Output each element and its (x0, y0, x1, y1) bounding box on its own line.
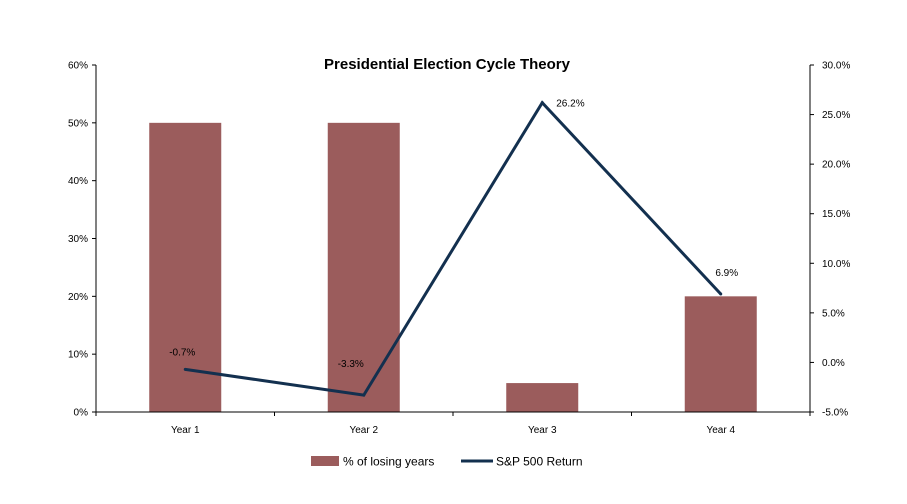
left-tick-label: 60% (68, 61, 88, 72)
data-labels-layer: -0.7% -3.3% 26.2% 6.9% (169, 99, 738, 370)
right-tick-label: 20.0% (822, 160, 850, 171)
line-layer (183, 100, 723, 397)
sp500-data-label: -3.3% (338, 359, 364, 370)
x-tick-label: Year 4 (706, 425, 735, 436)
sp500-data-label: 26.2% (556, 99, 584, 110)
bar-4 (684, 296, 757, 412)
bars-layer (149, 122, 757, 412)
legend-line-label: S&P 500 Return (496, 455, 583, 469)
sp500-data-label: -0.7% (169, 347, 195, 358)
x-tick-label: Year 1 (171, 425, 200, 436)
sp500-point (362, 393, 366, 397)
left-tick-label: 30% (68, 234, 88, 245)
bar-3 (506, 383, 579, 412)
sp500-point (540, 101, 544, 105)
right-tick-label: 0.0% (822, 358, 845, 369)
left-tick-label: 20% (68, 292, 88, 303)
x-tick-label: Year 2 (349, 425, 378, 436)
legend: % of losing years S&P 500 Return (311, 455, 583, 469)
legend-bar-label: % of losing years (343, 455, 434, 469)
left-tick-label: 10% (68, 350, 88, 361)
sp500-point (719, 292, 723, 296)
right-tick-label: 25.0% (822, 110, 850, 121)
right-tick-label: 10.0% (822, 259, 850, 270)
sp500-point (183, 367, 187, 371)
chart-title: Presidential Election Cycle Theory (324, 56, 571, 73)
bar-1 (149, 122, 222, 412)
right-tick-label: 5.0% (822, 308, 845, 319)
axes-layer: 0% 10% 20% 30% 40% 50% 60% -5.0% 0.0% 5.0% 10.0% 15… (68, 61, 850, 437)
sp500-return-line (185, 100, 722, 397)
left-tick-label: 40% (68, 176, 88, 187)
x-tick-label: Year 3 (528, 425, 557, 436)
bar-2 (327, 122, 400, 412)
left-tick-label: 50% (68, 118, 88, 129)
left-tick-label: 0% (74, 408, 89, 419)
legend-bar-swatch (311, 456, 339, 466)
right-tick-label: 30.0% (822, 61, 850, 72)
right-tick-label: -5.0% (822, 408, 848, 419)
right-tick-label: 15.0% (822, 209, 850, 220)
sp500-data-label: 6.9% (715, 268, 738, 279)
